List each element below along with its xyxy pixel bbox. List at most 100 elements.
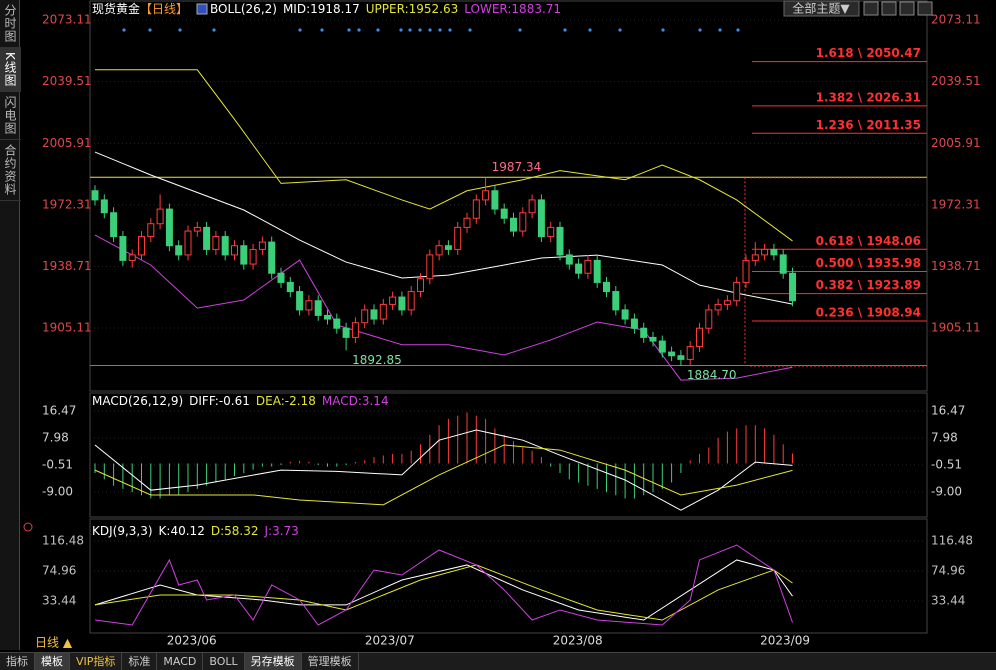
toolbar-icons[interactable] [863,1,933,16]
y-tick-label: 1905.11 [931,321,981,335]
x-tick-label: 2023/08 [553,634,603,648]
y-tick-label: 16.47 [42,404,76,418]
candle-body [435,245,443,256]
legend: MACD(26,12,9) DIFF:-0.61 DEA:-2.18 MACD:3.1… [92,394,389,408]
tab[interactable]: BOLL [203,653,245,670]
y-tick-label: 2005.91 [42,136,92,150]
candle-body [324,314,331,320]
candle-body [417,278,424,293]
candle-body [128,254,136,261]
tab[interactable]: 另存模板 [244,653,302,670]
sidebar: 分时图 K线图 闪电图 合约资料 [0,0,21,650]
legend-item: UPPER: [366,2,409,16]
legend-item: DEA: [256,394,285,408]
candle-body [779,254,787,274]
candle-body [770,248,778,256]
legend-item: -0.61 [219,394,250,408]
legend-item: 1918.17 [310,2,360,16]
legend-item: BOLL(26,2) [210,2,277,16]
timeframe[interactable]: 日线 ▲ [35,636,73,650]
y-tick-label: 2039.51 [931,74,981,88]
candle-body [426,254,434,280]
y-tick-label: 2073.11 [42,13,92,27]
candle-body [305,300,313,311]
candle-body [147,223,155,238]
candle-body [537,199,545,238]
candle-body [221,236,229,256]
y-tick-label: 1972.31 [42,197,92,211]
candle-body [268,241,276,274]
tab[interactable]: 模板 [35,653,70,670]
candle-body [686,346,694,360]
x-tick-label: 2023/09 [760,634,810,648]
theme-button-label[interactable]: 全部主题▼ [792,1,850,16]
candle-body [231,245,238,256]
candle-body [630,318,638,329]
sidebar-tab[interactable]: 合约资料 [0,140,21,201]
y-tick-label: 33.44 [931,593,965,607]
x-tick-label: 2023/07 [365,634,415,648]
candle-body [240,245,248,265]
candle-body [482,190,490,201]
tab[interactable]: 管理模板 [302,653,359,670]
candle-body [454,226,462,250]
candle-body [761,248,769,256]
candle-body [361,309,369,324]
legend-item: 58.32 [224,524,258,538]
y-tick-label: 2073.11 [931,13,981,27]
candle-body [593,259,601,283]
indicator-line [94,429,793,511]
theme-button[interactable] [783,0,860,17]
bottom-tabs: 指标 模板 VIP指标 标准 MACD BOLL 另存模板 管理模板 [0,652,996,670]
y-tick-label: 1972.31 [931,197,981,211]
candle-body [286,281,294,293]
legend: KDJ(9,3,3) K:40.12 D:58.32 J:3.73 [92,524,299,538]
candle-body [370,309,378,320]
y-tick-label: 16.47 [931,404,965,418]
sidebar-tab[interactable]: 分时图 [0,0,21,48]
kdj-pane [89,518,928,634]
extreme-label: 1884.70 [687,368,737,382]
fib-label: 0.618 \ 1948.06 [816,234,921,248]
legend-item: KDJ(9,3,3) [92,524,153,538]
tab[interactable]: MACD [157,653,204,670]
boll-icon[interactable] [196,3,208,15]
sidebar-tab[interactable]: K线图 [0,48,21,92]
candle-body [398,296,406,311]
tab[interactable]: VIP指标 [70,653,123,670]
candle-body [621,309,629,320]
tab[interactable]: 标准 [122,653,158,670]
y-tick-label: 1938.71 [931,259,981,273]
legend-item: 1883.71 [511,2,561,16]
indicator-line [94,444,793,506]
y-tick-label: 33.44 [42,593,76,607]
y-tick-label: 7.98 [42,431,69,445]
candle-body [723,300,731,305]
candle-body [510,217,517,232]
candle-body [658,340,666,353]
y-tick-label: 116.48 [931,533,973,547]
indicator-line [94,151,793,305]
indicator-line [95,69,793,242]
sidebar-tab[interactable]: 闪电图 [0,92,21,140]
candle-body [175,245,183,256]
candle-body [342,327,350,338]
x-tick-label: 2023/06 [167,634,217,648]
y-tick-label: -0.51 [931,458,962,472]
candle-body [742,259,750,283]
y-tick-label: -9.00 [931,485,962,499]
candle-body [668,351,676,357]
legend-item: 40.12 [170,524,204,538]
legend-item: J: [263,524,272,538]
tab[interactable]: 指标 [0,653,35,670]
fib-label: 0.382 \ 1923.89 [816,278,921,292]
indicator-line [94,564,793,621]
indicator-line [94,544,793,626]
candle-body [575,263,583,274]
candle-body [184,230,192,256]
legend: 现货黄金【日线】 BOLL(26,2) MID:1918.17 UPPER:1952.… [92,1,561,16]
kdj-icon[interactable] [23,522,33,532]
candle-body [193,226,201,232]
candle-body [277,272,285,283]
